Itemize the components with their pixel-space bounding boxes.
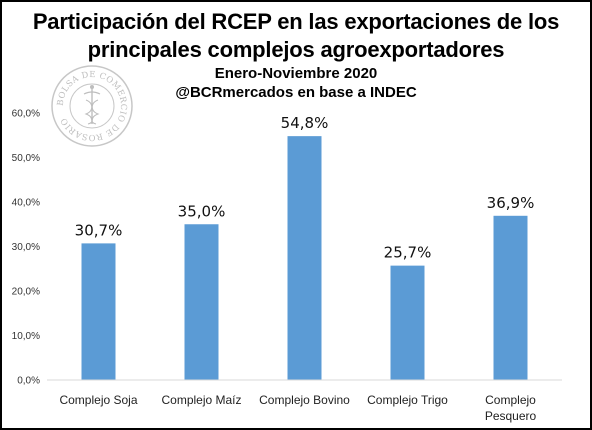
chart-subtitle-period: Enero-Noviembre 2020: [214, 65, 378, 82]
bar: [493, 215, 528, 380]
y-tick-label: 40,0%: [12, 198, 40, 209]
category-label: Complejo: [485, 393, 536, 407]
y-tick-label: 20,0%: [12, 287, 40, 298]
y-tick-label: 50,0%: [12, 153, 40, 164]
y-tick-label: 60,0%: [12, 109, 40, 120]
y-tick-label: 10,0%: [12, 331, 40, 342]
y-axis: 0,0% 10,0% 20,0% 30,0% 40,0% 50,0% 60,0%: [12, 109, 40, 387]
category-label: Pesquero: [485, 409, 537, 423]
data-label: 54,8%: [281, 114, 329, 132]
chart-title-line-2: principales complejos agroexportadores: [87, 37, 505, 62]
category-label: Complejo Maíz: [161, 393, 241, 407]
data-label: 25,7%: [384, 244, 432, 262]
x-axis-categories: Complejo Soja Complejo Maíz Complejo Bovin…: [59, 393, 536, 423]
chart-title-line-1: Participación del RCEP en las exportacio…: [32, 9, 560, 34]
category-label: Complejo Bovino: [259, 393, 350, 407]
bars-group: [81, 136, 528, 380]
bar: [184, 224, 219, 380]
data-label: 35,0%: [178, 202, 226, 220]
data-label: 30,7%: [75, 221, 123, 239]
chart-subtitle-source: @BCRmercados en base a INDEC: [175, 84, 417, 101]
bar: [81, 243, 116, 380]
data-labels-group: 30,7% 35,0% 54,8% 25,7% 36,9%: [75, 114, 535, 261]
y-tick-label: 30,0%: [12, 242, 40, 253]
chart-header: Participación del RCEP en las exportacio…: [2, 8, 590, 102]
category-label: Complejo Soja: [59, 393, 137, 407]
caduceus-seal-icon: BOLSA DE COMERCIO DE ROSARIO: [51, 65, 133, 147]
bar: [287, 136, 322, 380]
category-label: Complejo Trigo: [367, 393, 448, 407]
data-label: 36,9%: [487, 194, 535, 212]
y-tick-label: 0,0%: [17, 376, 40, 387]
bar: [390, 265, 425, 380]
